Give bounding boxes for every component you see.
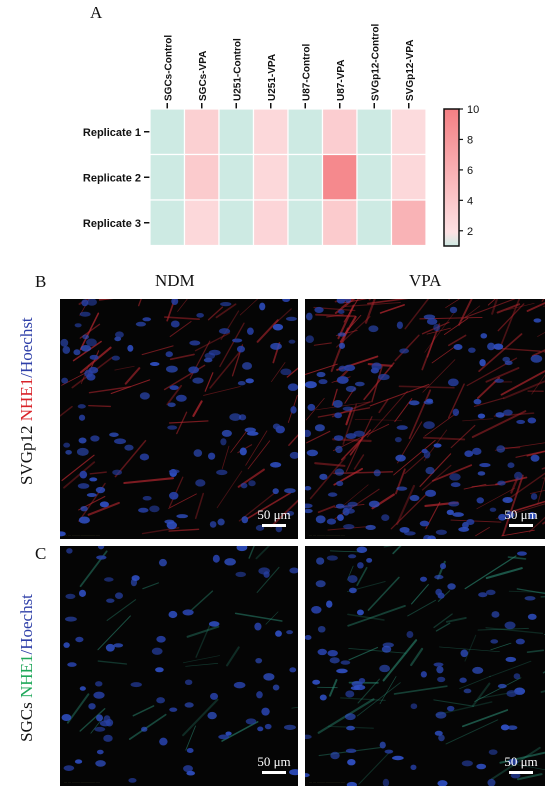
instrument-footer: ··· ··· ········ ··············· ···· <box>309 533 346 537</box>
heatmap-cell <box>252 153 289 201</box>
heatmap-cell <box>149 108 186 156</box>
heatmap-column-label: SGCs-Control <box>163 35 174 101</box>
heatmap-cell <box>287 199 324 247</box>
heatmap-cell <box>218 108 255 156</box>
heatmap-row-label: Replicate 1 <box>83 127 141 139</box>
heatmap-cells <box>149 108 427 247</box>
heatmap-cell <box>252 199 289 247</box>
heatmap-column-label: SVGp12-VPA <box>405 40 416 102</box>
instrument-footer: ··· ··· ········ ··············· ···· <box>309 780 346 784</box>
colorbar-gradient <box>443 108 460 247</box>
heatmap-column-label: SVGp12-Control <box>370 24 381 101</box>
row-label-sgcs: SGCs NHE1/Hoechst <box>17 593 37 743</box>
column-header-ndm: NDM <box>155 271 195 290</box>
marker-name: NHE1 <box>17 654 36 698</box>
heatmap-cell <box>390 108 427 156</box>
heatmap-cell <box>356 153 393 201</box>
column-header-vpa: VPA <box>409 271 442 290</box>
heatmap-row-label: Replicate 2 <box>83 172 141 184</box>
colorbar-tick-label: 8 <box>467 134 473 146</box>
heatmap-cell <box>287 153 324 201</box>
panel-letter-b: B <box>35 272 47 291</box>
colorbar-tick-label: 10 <box>467 104 479 116</box>
micrograph-svgp12-ndm: 50 μm ··· ··· ········ ··············· ·… <box>60 299 298 539</box>
heatmap-cell <box>287 108 324 156</box>
heatmap-cell <box>183 199 220 247</box>
heatmap-cell <box>356 199 393 247</box>
heatmap-column-label: U251-VPA <box>267 54 278 101</box>
scale-bar: 50 μm <box>254 507 294 527</box>
scale-bar: 50 μm <box>254 754 294 774</box>
heatmap-column-label: SGCs-VPA <box>198 51 209 101</box>
instrument-footer: ··· ··· ········ ··············· ···· <box>64 780 101 784</box>
heatmap-cell <box>390 153 427 201</box>
heatmap-row-label: Replicate 3 <box>83 218 141 230</box>
heatmap-column-label: U87-Control <box>301 44 312 101</box>
row-label-svgp12: SVGp12 NHE1/Hoechst <box>17 317 37 485</box>
scale-bar-label: 50 μm <box>257 754 291 769</box>
micrograph-svgp12-vpa: 50 μm ··· ··· ········ ··············· ·… <box>305 299 545 539</box>
label-separator: / <box>17 649 36 655</box>
instrument-footer: ··· ··· ········ ··············· ···· <box>64 533 101 537</box>
marker-name: NHE1 <box>17 377 36 422</box>
scale-bar-label: 50 μm <box>504 754 538 769</box>
heatmap-colorbar: 10 8 6 4 2 <box>443 104 479 247</box>
micrograph-sgcs-ndm: 50 μm ··· ··· ········ ··············· ·… <box>60 546 298 786</box>
heatmap-cell <box>321 108 358 156</box>
label-separator: / <box>17 373 36 378</box>
heatmap-row-labels: Replicate 1 Replicate 2 Replicate 3 <box>83 127 150 230</box>
panel-letter-c: C <box>35 544 47 563</box>
heatmap-cell <box>149 153 186 201</box>
heatmap-cell <box>252 108 289 156</box>
heatmap-column-label: U251-Control <box>232 38 243 101</box>
heatmap-cell <box>356 108 393 156</box>
heatmap-cell <box>321 199 358 247</box>
panel-letter-a: A <box>90 3 103 22</box>
scale-bar: 50 μm <box>501 754 541 774</box>
colorbar-tick-label: 6 <box>467 165 473 177</box>
micrograph-sgcs-vpa: 50 μm ··· ··· ········ ··············· ·… <box>305 546 545 786</box>
heatmap-column-labels: SGCs-Control SGCs-VPA U251-Control U251-VPA… <box>163 24 416 109</box>
heatmap-cell <box>149 199 186 247</box>
colorbar-tick-label: 2 <box>467 226 473 238</box>
scale-bar-label: 50 μm <box>504 507 538 522</box>
counterstain-name: Hoechst <box>17 317 36 374</box>
heatmap-cell <box>218 153 255 201</box>
heatmap-chart: SGCs-Control SGCs-VPA U251-Control U251-VPA… <box>83 24 479 247</box>
row-name: SGCs <box>17 702 36 742</box>
scale-bar-label: 50 μm <box>257 507 291 522</box>
scale-bar: 50 μm <box>501 507 541 527</box>
heatmap-cell <box>321 153 358 201</box>
counterstain-name: Hoechst <box>17 594 36 650</box>
heatmap-cell <box>390 199 427 247</box>
heatmap-cell <box>218 199 255 247</box>
row-name: SVGp12 <box>17 425 36 485</box>
heatmap-cell <box>183 108 220 156</box>
heatmap-cell <box>183 153 220 201</box>
heatmap-column-label: U87-VPA <box>336 60 347 102</box>
colorbar-tick-label: 4 <box>467 195 473 207</box>
